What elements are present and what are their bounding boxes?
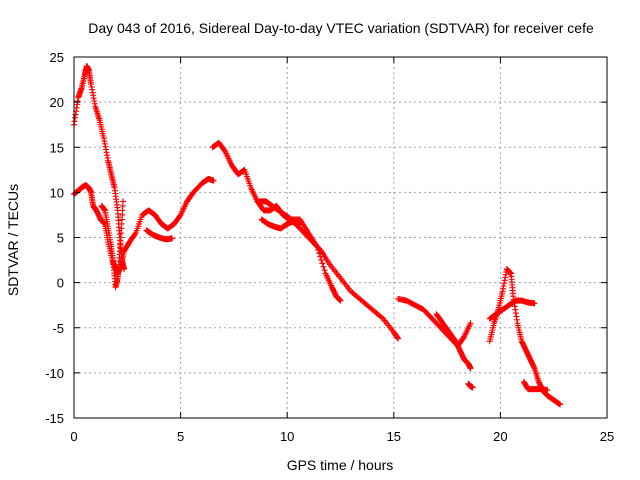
y-tick-label: -15	[45, 411, 64, 426]
data-point	[395, 335, 402, 342]
y-tick-label: 10	[50, 185, 64, 200]
series-s9	[433, 311, 474, 372]
data-point	[556, 400, 563, 407]
series-s6	[256, 198, 344, 304]
data-point	[318, 257, 325, 264]
data-point	[378, 314, 385, 321]
y-tick-label: 15	[50, 140, 64, 155]
y-tick-label: 0	[57, 276, 64, 291]
data-point	[316, 250, 323, 257]
data-point	[544, 387, 551, 394]
data-point	[314, 243, 321, 250]
series-s12	[486, 297, 538, 322]
series-s13	[520, 378, 551, 394]
x-tick-label: 5	[177, 429, 184, 444]
y-axis-label: SDTVAR / TECUs	[5, 184, 21, 296]
grid	[74, 57, 607, 418]
data-point	[337, 297, 344, 304]
series-s10	[465, 380, 476, 391]
data-point	[557, 401, 564, 408]
data-point	[469, 384, 476, 391]
data-point	[210, 177, 217, 184]
y-tick-label: -5	[52, 321, 64, 336]
data-point	[315, 246, 322, 253]
chart-title: Day 043 of 2016, Sidereal Day-to-day VTE…	[88, 20, 594, 36]
y-tick-label: 5	[57, 231, 64, 246]
data-points	[71, 63, 564, 408]
series-s3	[98, 198, 127, 291]
data-point	[531, 300, 538, 307]
x-tick-label: 10	[280, 429, 294, 444]
data-point	[321, 267, 328, 274]
series-s7	[258, 216, 303, 232]
x-tick-label: 15	[387, 429, 401, 444]
x-tick-label: 0	[70, 429, 77, 444]
data-point	[320, 263, 327, 270]
y-tick-label: 25	[50, 50, 64, 65]
ticks: 0 5 10 15 20 25 -15 -10 -5 0 5 10 15 20 25	[45, 50, 614, 444]
x-tick-label: 25	[600, 429, 614, 444]
data-point	[120, 198, 127, 205]
series-s4	[143, 227, 176, 243]
y-tick-label: 20	[50, 95, 64, 110]
x-axis-label: GPS time / hours	[287, 457, 394, 473]
data-point	[467, 320, 474, 327]
x-tick-label: 20	[493, 429, 507, 444]
data-point	[319, 260, 326, 267]
y-tick-label: -10	[45, 366, 64, 381]
data-point	[296, 220, 303, 227]
data-point	[467, 365, 474, 372]
series-s11	[486, 266, 564, 408]
data-point	[317, 253, 324, 260]
data-point	[169, 235, 176, 242]
data-point	[132, 231, 139, 238]
